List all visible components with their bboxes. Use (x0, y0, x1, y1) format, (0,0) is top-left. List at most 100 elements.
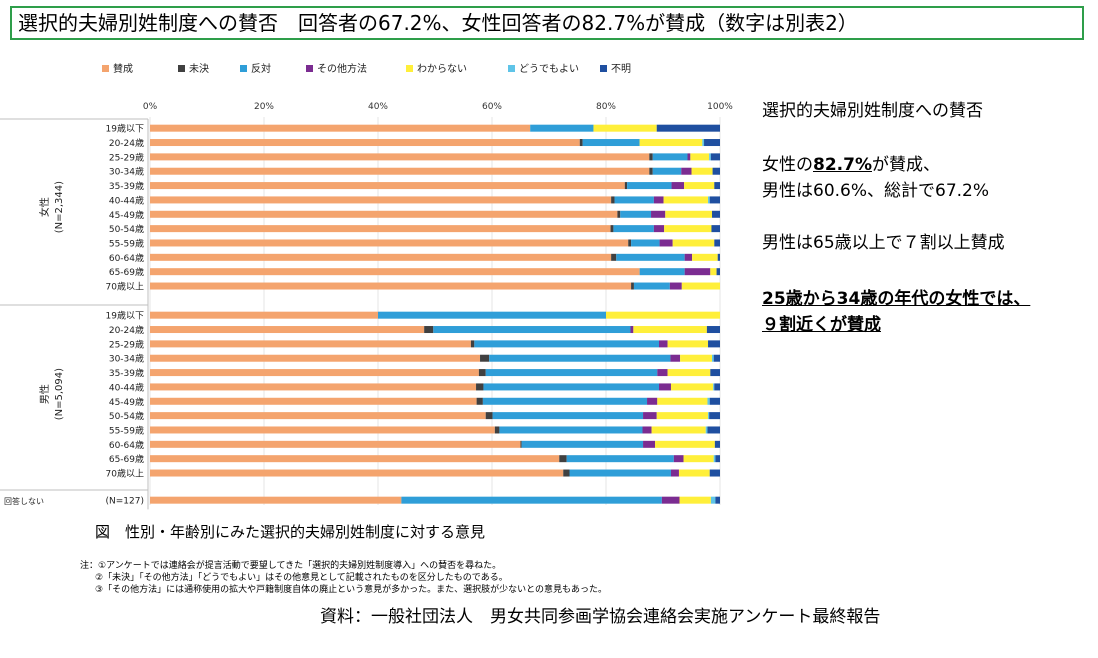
bar-segment-その他方法 (661, 496, 680, 504)
bar-segment-未決 (559, 455, 567, 463)
bar-segment-わからない (657, 397, 708, 405)
group-label: 回答しない (4, 496, 44, 506)
side-line1-highlight: 82.7% (813, 155, 872, 175)
row-label: 55-59歳 (109, 424, 144, 436)
bar-segment-わからない (681, 282, 720, 290)
bar-segment-未決 (628, 239, 632, 247)
bar-segment-反対 (482, 397, 648, 405)
row-label: 40-44歳 (109, 381, 144, 393)
bar-segment-未決 (476, 383, 484, 391)
row-label: 30-34歳 (109, 353, 144, 365)
bar-segment-賛成 (150, 153, 650, 161)
legend-label-3: その他方法 (317, 62, 367, 75)
bar-segment-反対 (378, 311, 606, 319)
bar-segment-賛成 (150, 326, 425, 334)
bar-segment-わからない (664, 225, 712, 233)
bar-segment-反対 (639, 268, 685, 276)
bar-segment-反対 (631, 239, 660, 247)
bar-segment-どうでもよい (707, 397, 710, 405)
bar-segment-賛成 (150, 253, 612, 261)
row-label: 70歳以上 (106, 281, 144, 293)
bar-segment-賛成 (150, 182, 625, 190)
bar-segment-わからない (667, 369, 711, 377)
row-label: 65-69歳 (109, 266, 144, 278)
bar-segment-わからない (692, 253, 718, 261)
bar-segment-不明 (709, 397, 720, 405)
row-label: 60-64歳 (109, 252, 144, 264)
bar-segment-わからない (691, 167, 713, 175)
legend-swatch-6 (600, 65, 607, 72)
bar-segment-不明 (708, 340, 720, 348)
bar-segment-賛成 (150, 412, 486, 420)
bar-segment-その他方法 (651, 210, 666, 218)
bar-segment-不明 (710, 153, 720, 161)
row-label: 55-59歳 (109, 237, 144, 249)
bar-segment-不明 (714, 383, 720, 391)
bar-segment-その他方法 (684, 268, 711, 276)
bar-segment-未決 (476, 397, 483, 405)
page-title: 選択的夫婦別姓制度への賛否 回答者の67.2%、女性回答者の82.7%が賛成（数… (18, 11, 858, 35)
bar-segment-未決 (649, 153, 653, 161)
side-line2: 男性は60.6%、総計で67.2% (762, 181, 990, 201)
x-tick-label: 0% (143, 102, 158, 112)
row-label: 65-69歳 (109, 453, 144, 465)
bar-segment-その他方法 (670, 469, 679, 477)
bar-segment-わからない (684, 182, 715, 190)
bar-segment-どうでもよい (705, 426, 708, 434)
bar-segment-不明 (713, 354, 720, 362)
bar-segment-わからない (672, 239, 715, 247)
bar-segment-わからない (656, 412, 709, 420)
bar-segment-反対 (489, 354, 671, 362)
bar-segment-不明 (709, 469, 720, 477)
bar-segment-どうでもよい (709, 153, 711, 161)
side-line1: 女性の82.7%が賛成、 (762, 152, 940, 178)
bar-segment-反対 (530, 124, 594, 132)
bar-segment-不明 (706, 326, 720, 334)
bar-segment-その他方法 (659, 383, 671, 391)
bar-segment-未決 (631, 282, 634, 290)
bar-segment-不明 (704, 139, 720, 147)
bar-segment-わからない (655, 440, 715, 448)
bar-segment-反対 (492, 412, 644, 420)
row-label: 70歳以上 (106, 468, 144, 480)
bar-segment-未決 (494, 426, 500, 434)
legend-label-1: 未決 (189, 63, 209, 75)
legend-swatch-2 (240, 65, 247, 72)
bar-segment-賛成 (150, 139, 580, 147)
bar-segment-不明 (714, 239, 720, 247)
bar-segment-賛成 (150, 455, 560, 463)
bar-segment-わからない (679, 496, 711, 504)
group-n-label: (N=5,094) (54, 368, 65, 420)
bar-segment-その他方法 (681, 167, 692, 175)
note-2: ②「未決」「その他方法」「どうでもよい」はその他意見として記載されたものを区分し… (95, 573, 508, 583)
bar-segment-未決 (610, 225, 614, 233)
bar-segment-賛成 (150, 469, 564, 477)
bar-segment-賛成 (150, 282, 632, 290)
row-label: 45-49歳 (109, 209, 144, 221)
bar-segment-不明 (717, 253, 720, 261)
bar-segment-賛成 (150, 167, 650, 175)
bar-segment-不明 (714, 440, 720, 448)
side-line3: 男性は65歳以上で７割以上賛成 (762, 233, 1005, 253)
legend-label-0: 賛成 (113, 62, 133, 75)
row-label: 40-44歳 (109, 194, 144, 206)
group-n-label: (N=2,344) (54, 181, 65, 233)
bar-segment-賛成 (150, 383, 477, 391)
row-label: 25-29歳 (109, 338, 144, 350)
bar-segment-反対 (614, 196, 654, 204)
bar-segment-反対 (566, 455, 674, 463)
bar-segment-賛成 (150, 369, 479, 377)
bar-segment-未決 (478, 369, 486, 377)
legend-swatch-0 (102, 65, 109, 72)
bar-segment-その他方法 (671, 182, 685, 190)
bar-segment-不明 (707, 426, 720, 434)
bar-segment-その他方法 (687, 153, 691, 161)
bar-segment-その他方法 (657, 369, 668, 377)
legend-label-5: どうでもよい (519, 63, 579, 75)
side-line5: ９割近くが賛成 (762, 315, 881, 335)
bar-segment-その他方法 (647, 397, 658, 405)
notes: 注：①アンケートでは連絡会が提言活動で要望してきた「選択的夫婦別姓制度導入」への… (80, 560, 607, 596)
row-label: 60-64歳 (109, 439, 144, 451)
bar-segment-反対 (627, 182, 672, 190)
bar-segment-不明 (712, 167, 720, 175)
